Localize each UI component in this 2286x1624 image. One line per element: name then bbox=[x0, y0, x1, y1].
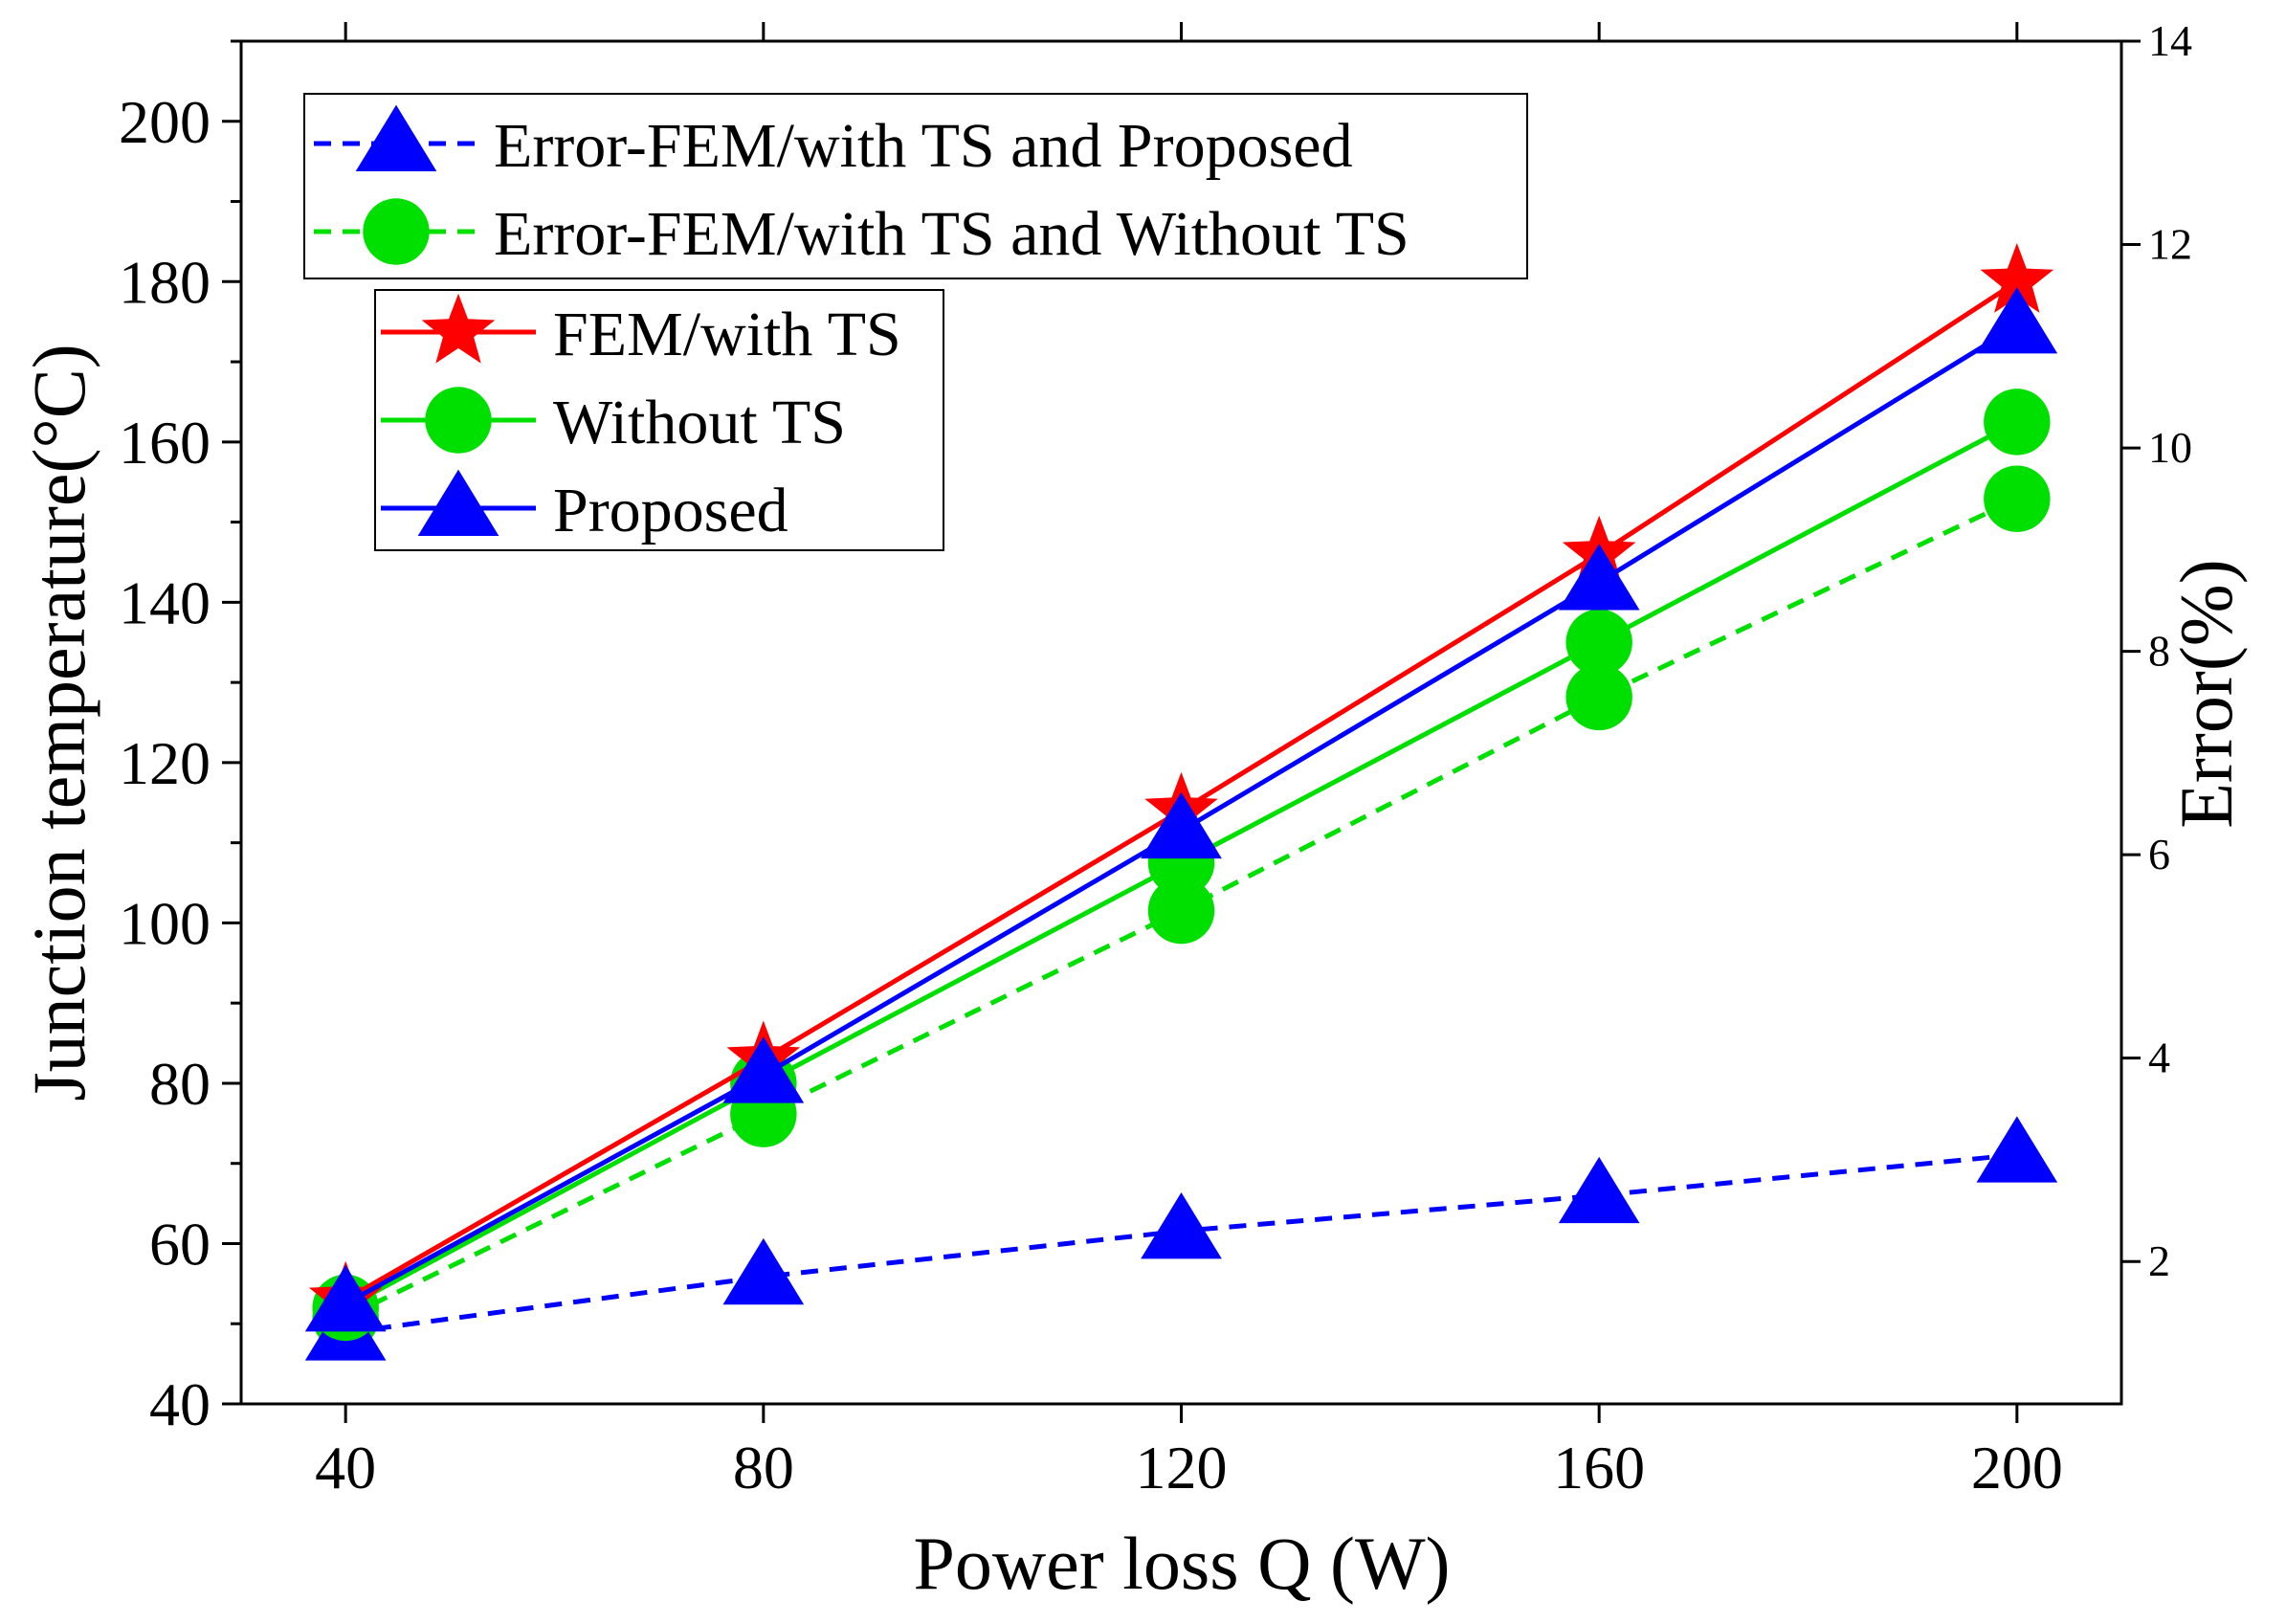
series-layer bbox=[304, 243, 2058, 1361]
triangle-marker bbox=[722, 1036, 805, 1103]
circle-marker bbox=[1984, 465, 2051, 532]
y2-tick-label: 12 bbox=[2148, 220, 2192, 269]
x-tick-label: 40 bbox=[315, 1434, 376, 1502]
y2-tick-label: 4 bbox=[2148, 1034, 2170, 1082]
legend-box bbox=[303, 93, 1528, 279]
x-tick-label: 200 bbox=[1971, 1434, 2063, 1502]
triangle-marker bbox=[1976, 287, 2058, 354]
y-tick-label: 180 bbox=[119, 248, 211, 316]
y2-tick-label: 10 bbox=[2148, 423, 2192, 472]
y2-tick-label: 14 bbox=[2148, 16, 2192, 65]
legend-layer: Error-FEM/with TS and Proposed Error-FEM/… bbox=[303, 93, 1528, 551]
triangle-marker bbox=[1976, 1116, 2058, 1183]
y-tick-label: 140 bbox=[119, 568, 211, 636]
y-tick-label: 200 bbox=[119, 88, 211, 156]
x-tick-label: 120 bbox=[1136, 1434, 1228, 1502]
x-axis-label: Power loss Q (W) bbox=[913, 1522, 1450, 1605]
legend-label: FEM/with TS bbox=[553, 300, 901, 369]
star-marker bbox=[1980, 243, 2054, 313]
triangle-marker bbox=[355, 104, 437, 172]
x-tick-label: 80 bbox=[733, 1434, 794, 1502]
legend-label: Proposed bbox=[553, 476, 788, 545]
circle-marker bbox=[425, 387, 492, 454]
x-tick-label: 160 bbox=[1553, 1434, 1645, 1502]
triangle-marker bbox=[1141, 1192, 1222, 1259]
triangle-marker bbox=[1558, 544, 1640, 611]
circle-marker bbox=[363, 198, 430, 265]
legend-label: Error-FEM/with TS and Proposed bbox=[494, 111, 1353, 181]
star-marker bbox=[421, 293, 496, 364]
triangle-marker bbox=[1141, 791, 1222, 859]
circle-marker bbox=[1147, 877, 1215, 945]
circle-marker bbox=[1565, 609, 1632, 676]
series-proposed bbox=[304, 287, 2058, 1332]
legend-label: Error-FEM/with TS and Without TS bbox=[494, 199, 1409, 269]
y-tick-label: 80 bbox=[149, 1050, 211, 1118]
y-tick-label: 40 bbox=[149, 1370, 211, 1438]
legend-label: Without TS bbox=[553, 388, 846, 457]
y-axis-label: Junction temperature(°C) bbox=[17, 344, 100, 1101]
axis-ticks: 40 80 120 160 200 40 60 80 100 120 140 160 180 200 2 4 6… bbox=[119, 16, 2192, 1502]
triangle-marker bbox=[722, 1237, 805, 1305]
triangle-marker bbox=[417, 469, 499, 537]
y2-tick-label: 6 bbox=[2148, 830, 2170, 879]
y-tick-label: 60 bbox=[149, 1210, 211, 1278]
y2-tick-label: 8 bbox=[2148, 627, 2170, 676]
y-tick-label: 160 bbox=[119, 409, 211, 477]
circle-marker bbox=[1565, 663, 1632, 731]
triangle-marker bbox=[1558, 1156, 1640, 1224]
y-tick-label: 120 bbox=[119, 729, 211, 797]
circle-marker bbox=[1984, 389, 2051, 456]
y2-tick-label: 2 bbox=[2148, 1236, 2170, 1285]
triangle-marker bbox=[304, 1264, 387, 1332]
y2-axis-label: Error(%) bbox=[2164, 559, 2248, 829]
y-tick-label: 100 bbox=[119, 889, 211, 957]
series-error-fem-with-ts-and-proposed bbox=[304, 1116, 2058, 1361]
